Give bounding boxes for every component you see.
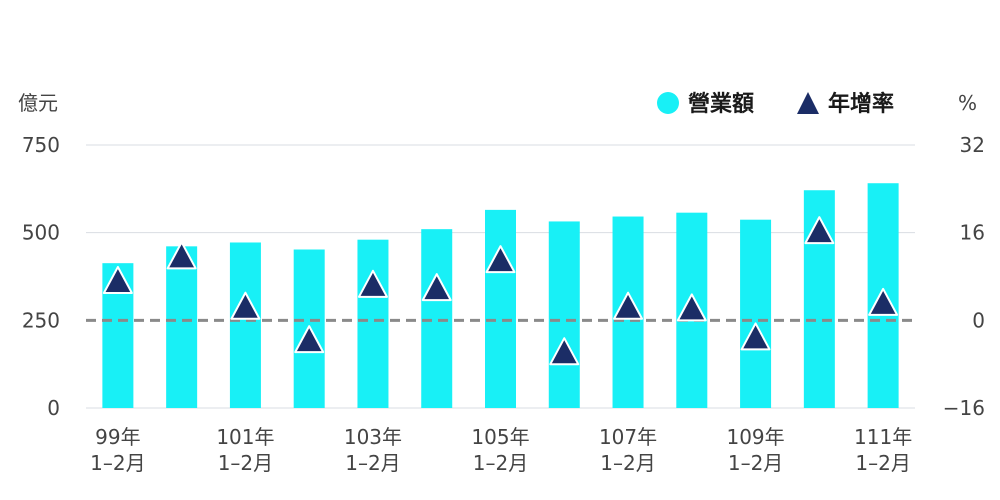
x-tick-label: 1–2月 [855,451,910,475]
x-tick-label: 107年 [599,425,657,449]
legend: 營業額 年增率 [657,91,894,117]
growth-marker [804,216,835,245]
y2-tick-label: −16 [943,396,985,420]
y2-axis-ticks: −16 0 16 32 [943,133,985,420]
x-tick-label: 103年 [344,425,402,449]
legend-marker-triangle-icon [797,92,819,114]
bar [548,221,580,408]
bar [485,209,516,408]
y-axis-ticks: 0 250 500 750 [22,133,60,420]
markers [102,216,899,366]
growth-marker [421,273,452,302]
growth-marker [676,293,707,322]
legend-bar-label: 營業額 [688,91,754,117]
growth-marker [102,265,133,294]
legend-marker-label: 年增率 [828,91,894,117]
x-tick-label: 111年 [854,425,912,449]
x-tick-label: 1–2月 [90,451,145,475]
growth-marker [740,322,771,351]
x-tick-label: 109年 [726,425,784,449]
x-tick-label: 105年 [471,425,529,449]
x-tick-label: 1–2月 [218,451,273,475]
y-tick-label: 0 [47,396,60,420]
growth-marker [549,337,580,366]
growth-marker [166,241,197,270]
y-axis-label: 億元 [18,91,58,115]
y2-tick-label: 16 [960,221,985,245]
y-tick-label: 500 [22,221,60,245]
x-tick-label: 99年 [95,425,140,449]
x-tick-label: 101年 [216,425,274,449]
growth-marker [294,325,325,354]
growth-marker [868,287,899,316]
y2-tick-label: 32 [960,133,985,157]
bar [166,246,198,408]
y-tick-label: 250 [22,308,60,332]
y-tick-label: 750 [22,133,60,157]
y2-tick-label: 0 [972,308,985,332]
bar [357,239,389,408]
x-axis-ticks: 99年1–2月101年1–2月103年1–2月105年1–2月107年1–2月1… [90,425,912,475]
y2-axis-label: % [958,91,977,115]
growth-marker [230,291,261,320]
bar [229,242,261,408]
bars [102,183,899,408]
growth-marker [357,269,388,298]
x-tick-label: 1–2月 [473,451,528,475]
growth-marker [485,245,516,274]
legend-bar-circle-icon [657,92,679,114]
growth-marker [613,291,644,320]
x-tick-label: 1–2月 [728,451,783,475]
bar [421,229,453,408]
bar [740,219,772,408]
x-tick-label: 1–2月 [600,451,655,475]
x-tick-label: 1–2月 [345,451,400,475]
